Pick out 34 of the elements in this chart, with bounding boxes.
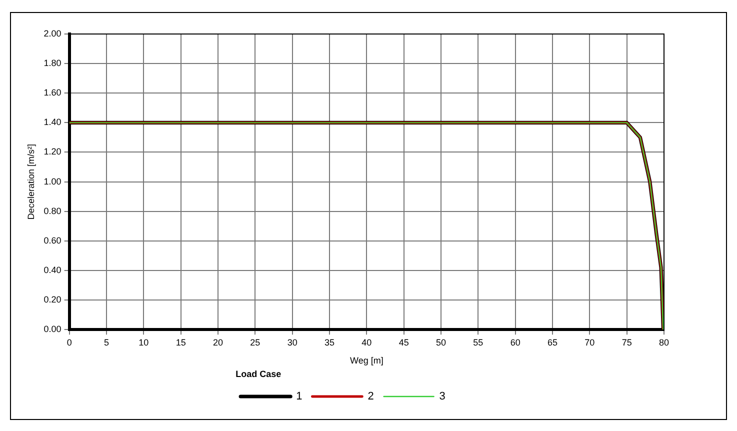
x-tick-label: 15 (176, 337, 186, 348)
y-axis-title: Deceleration [m/s²] (26, 144, 36, 220)
x-tick-label: 40 (362, 337, 372, 348)
y-tick-label: 2.00 (44, 28, 62, 38)
y-tick-label: 1.60 (44, 88, 62, 98)
y-tick-label: 0.20 (44, 294, 62, 305)
legend-title: Load Case (236, 369, 282, 380)
x-tick-label: 5 (104, 337, 109, 348)
x-tick-label: 10 (138, 337, 149, 348)
x-tick-label: 45 (398, 337, 409, 348)
legend-label: 3 (439, 390, 446, 403)
x-tick-label: 30 (287, 337, 298, 348)
legend-label: 1 (296, 390, 302, 403)
y-tick-label: 1.80 (44, 58, 62, 68)
x-tick-label: 25 (250, 337, 260, 348)
x-tick-label: 65 (547, 337, 558, 348)
x-tick-label: 80 (658, 337, 670, 348)
y-tick-label: 0.40 (44, 264, 62, 275)
legend-label: 2 (368, 390, 374, 403)
y-tick-label: 0.80 (44, 206, 62, 216)
x-tick-label: 20 (212, 337, 223, 348)
x-tick-label: 70 (584, 337, 595, 348)
x-tick-label: 55 (473, 337, 484, 348)
y-tick-label: 1.00 (44, 176, 62, 186)
x-tick-label: 75 (622, 337, 632, 348)
x-axis-title: Weg [m] (350, 355, 384, 366)
y-tick-label: 1.20 (44, 146, 62, 157)
x-tick-label: 35 (324, 337, 334, 348)
y-tick-label: 0.60 (44, 235, 62, 246)
x-tick-label: 60 (510, 337, 520, 348)
y-tick-label: 0.00 (44, 324, 62, 334)
x-tick-label: 50 (436, 337, 446, 348)
x-tick-label: 0 (66, 337, 72, 348)
y-tick-label: 1.40 (44, 117, 62, 128)
